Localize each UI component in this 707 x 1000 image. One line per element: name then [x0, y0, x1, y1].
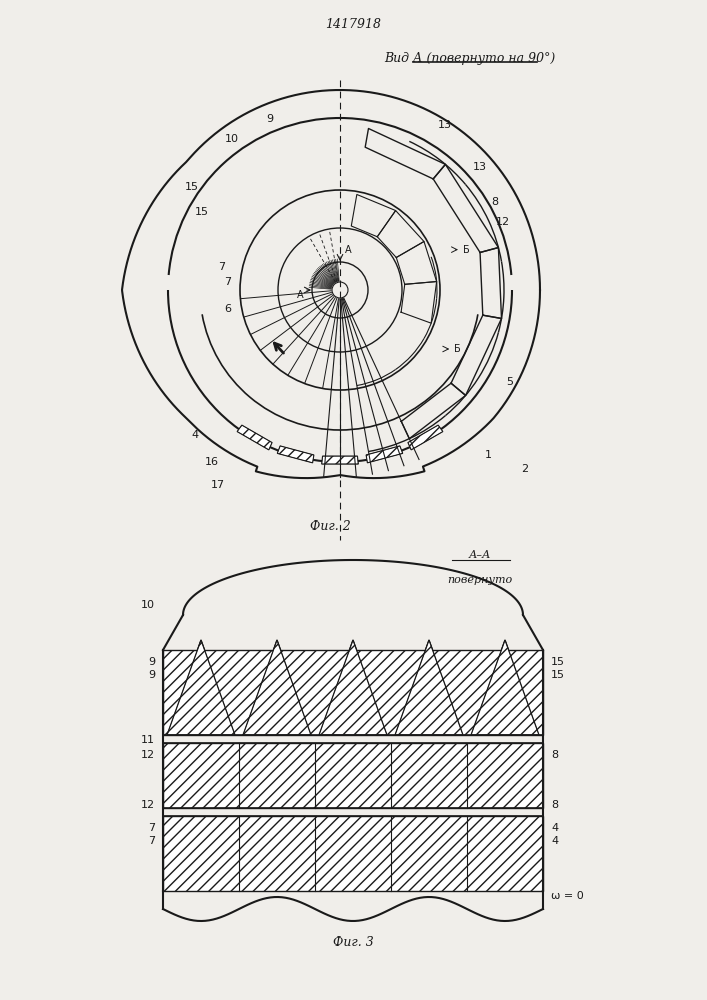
Polygon shape	[319, 640, 387, 735]
Text: повернуто: повернуто	[448, 575, 513, 585]
Polygon shape	[243, 650, 311, 735]
Text: 16: 16	[205, 457, 219, 467]
Polygon shape	[163, 743, 543, 808]
Text: 7: 7	[148, 836, 155, 846]
Text: 9: 9	[267, 114, 274, 124]
Text: 11: 11	[141, 735, 155, 745]
Polygon shape	[408, 425, 443, 450]
Text: 2: 2	[522, 464, 529, 474]
Text: 8: 8	[491, 197, 498, 207]
Text: 9: 9	[148, 657, 155, 667]
Polygon shape	[167, 640, 235, 735]
Text: Вид А (повернуто на 90°): Вид А (повернуто на 90°)	[385, 52, 556, 65]
Text: 4: 4	[551, 836, 558, 846]
Polygon shape	[163, 816, 543, 891]
Polygon shape	[243, 640, 311, 735]
Text: А: А	[345, 245, 351, 255]
Polygon shape	[237, 425, 272, 450]
Text: 13: 13	[438, 120, 452, 130]
Polygon shape	[471, 640, 539, 735]
Polygon shape	[319, 640, 387, 735]
Polygon shape	[471, 640, 539, 735]
Text: 17: 17	[211, 480, 225, 490]
Polygon shape	[167, 650, 235, 735]
Polygon shape	[167, 640, 235, 735]
Text: 6: 6	[225, 304, 231, 314]
Polygon shape	[322, 456, 358, 464]
Text: 8: 8	[551, 800, 558, 810]
Text: 1417918: 1417918	[325, 18, 381, 31]
Polygon shape	[366, 446, 403, 463]
Text: 10: 10	[141, 600, 155, 610]
Text: А: А	[297, 290, 303, 300]
Polygon shape	[319, 650, 387, 735]
Text: 8: 8	[551, 750, 558, 760]
Text: 13: 13	[473, 162, 487, 172]
Text: Фиг. 2: Фиг. 2	[310, 520, 351, 533]
Text: 7: 7	[224, 277, 232, 287]
Text: 15: 15	[551, 670, 565, 680]
Text: 9: 9	[148, 670, 155, 680]
Polygon shape	[277, 446, 314, 463]
Text: Б: Б	[454, 344, 461, 354]
Polygon shape	[395, 650, 463, 735]
Text: 15: 15	[551, 657, 565, 667]
Text: 4: 4	[192, 430, 199, 440]
Polygon shape	[243, 640, 311, 735]
Text: Фиг. 3: Фиг. 3	[332, 936, 373, 949]
Polygon shape	[395, 640, 463, 735]
Text: 1: 1	[484, 450, 491, 460]
Text: 4: 4	[551, 823, 558, 833]
Text: Б: Б	[463, 245, 469, 255]
Text: 12: 12	[141, 750, 155, 760]
Text: 10: 10	[225, 134, 239, 144]
Text: 7: 7	[148, 823, 155, 833]
Polygon shape	[163, 650, 543, 735]
Text: 15: 15	[195, 207, 209, 217]
Text: 15: 15	[185, 182, 199, 192]
Text: ω = 0: ω = 0	[551, 891, 584, 901]
Text: А–А: А–А	[469, 550, 491, 560]
Text: 12: 12	[496, 217, 510, 227]
Text: 5: 5	[506, 377, 513, 387]
Text: 12: 12	[141, 800, 155, 810]
Text: 7: 7	[218, 262, 226, 272]
Polygon shape	[395, 640, 463, 735]
Polygon shape	[471, 650, 539, 735]
